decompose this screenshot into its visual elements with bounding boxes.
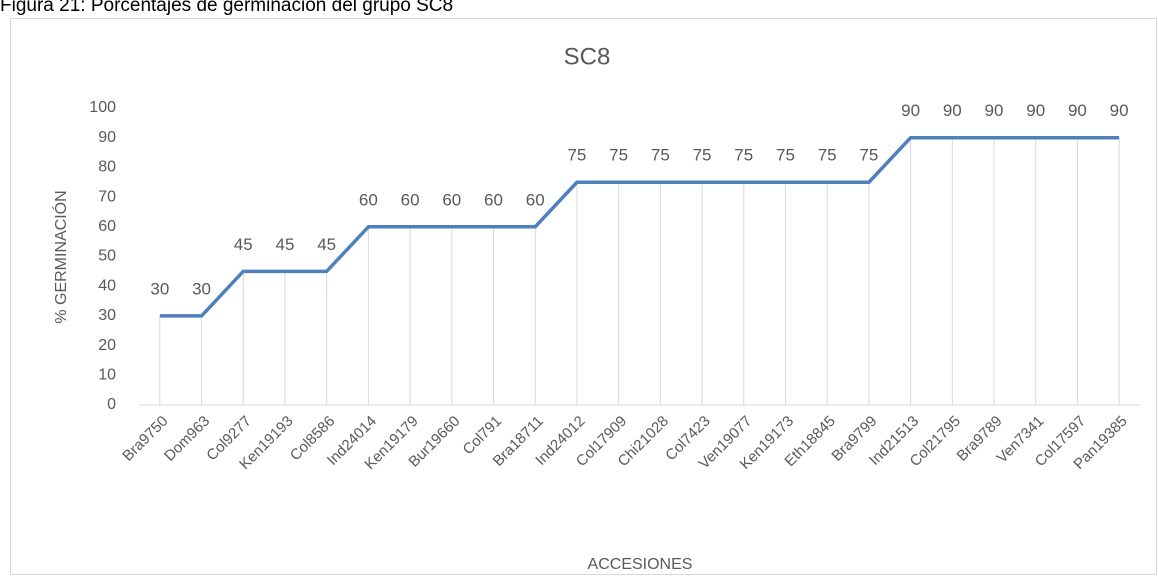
caption: Figura 21: Porcentajes de germinación de… [0,0,453,16]
y-tick-label: 30 [98,307,116,324]
data-label: 60 [526,190,545,209]
data-label: 30 [150,279,169,298]
y-tick-label: 20 [98,337,116,354]
y-tick-label: 90 [98,129,116,146]
data-label: 75 [651,146,670,165]
data-label: 90 [1068,101,1087,120]
data-label: 60 [484,190,503,209]
data-label: 75 [734,146,753,165]
data-label: 60 [359,190,378,209]
data-label: 75 [609,146,628,165]
data-label: 60 [401,190,420,209]
data-label: 45 [317,235,336,254]
data-label: 90 [943,101,962,120]
chart-border [10,18,1157,575]
data-label: 75 [818,146,837,165]
data-label: 30 [192,279,211,298]
y-axis-label: % GERMINACIÓN [51,190,70,323]
y-tick-label: 40 [98,277,116,294]
y-tick-label: 70 [98,188,116,205]
data-label: 75 [693,146,712,165]
y-tick-label: 100 [89,99,116,116]
data-label: 75 [859,146,878,165]
data-label: 90 [1110,101,1129,120]
x-axis-label: ACCESIONES [588,556,693,573]
x-tick-label: Bra9750 [119,413,171,465]
data-label: 75 [567,146,586,165]
data-label: 45 [234,235,253,254]
data-label: 60 [442,190,461,209]
data-label: 90 [1026,101,1045,120]
chart-title: SC8 [564,43,611,70]
y-tick-label: 80 [98,159,116,176]
x-tick-label: Dom963 [161,413,213,465]
data-label: 90 [901,101,920,120]
y-tick-label: 50 [98,248,116,265]
y-tick-label: 0 [107,396,116,413]
data-label: 90 [985,101,1004,120]
y-tick-label: 60 [98,218,116,235]
data-label: 45 [276,235,295,254]
data-label: 75 [776,146,795,165]
line-series [159,135,1120,318]
y-tick-label: 10 [98,367,116,384]
